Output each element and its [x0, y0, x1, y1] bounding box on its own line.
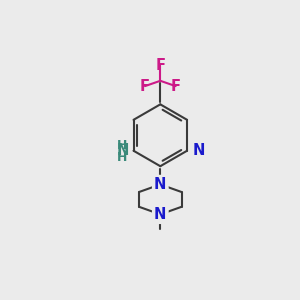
- Text: N: N: [154, 207, 167, 222]
- Text: F: F: [155, 58, 165, 73]
- Text: N: N: [117, 143, 129, 158]
- Text: N: N: [193, 143, 205, 158]
- Text: H: H: [117, 151, 128, 164]
- Text: F: F: [171, 79, 181, 94]
- Text: F: F: [140, 79, 150, 94]
- Text: N: N: [154, 177, 167, 192]
- Text: H: H: [117, 139, 128, 152]
